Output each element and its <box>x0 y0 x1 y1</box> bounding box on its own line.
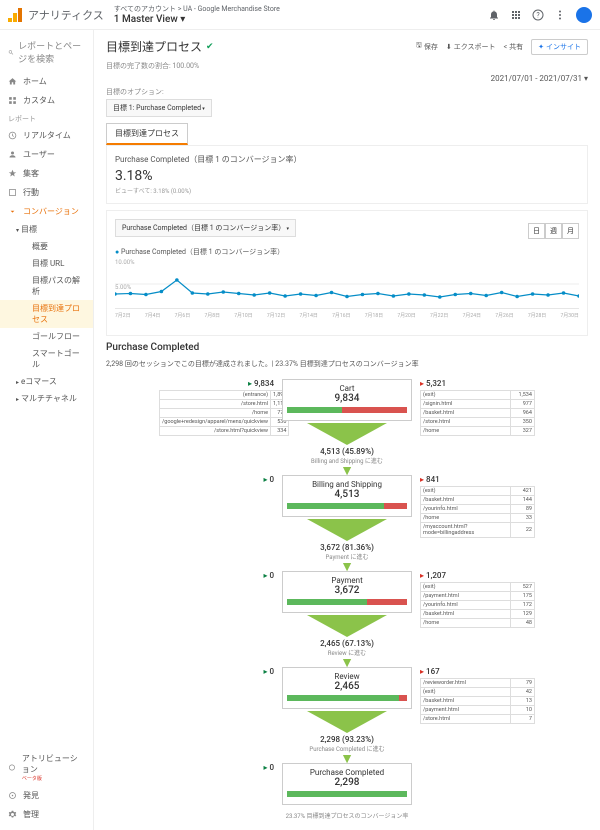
nav-goalflow[interactable]: ゴールフロー <box>0 328 93 345</box>
breadcrumb[interactable]: すべてのアカウント > UA - Google Merchandise Stor… <box>114 4 280 14</box>
completion-meta: 目標の完了数の割合: 100.00% <box>106 61 588 71</box>
view-week[interactable]: 週 <box>545 223 562 239</box>
nav-realtime[interactable]: リアルタイム <box>0 126 93 145</box>
nav-smart[interactable]: スマートゴール <box>0 345 93 373</box>
export-button[interactable]: ⬇ エクスポート <box>446 42 496 52</box>
funnel-cone <box>307 711 387 733</box>
nav-attribution[interactable]: アトリビューションベータ版 <box>0 749 93 786</box>
avatar[interactable] <box>576 7 592 23</box>
step-through: 2,298 (93.23%) <box>320 735 374 744</box>
step-in: 0 <box>159 667 274 676</box>
goal-dropdown[interactable]: 目標 1: Purchase Completed <box>106 99 212 117</box>
svg-text:?: ? <box>536 11 540 19</box>
goal-option-label: 目標のオプション: <box>106 87 588 97</box>
view-selector[interactable]: 1 Master View ▾ <box>114 14 280 25</box>
nav-acquisition[interactable]: 集客 <box>0 164 93 183</box>
step-out: 167 <box>420 667 535 676</box>
nav-discover[interactable]: 発見 <box>0 786 93 805</box>
summary-sub: ビューすべて: 3.18% (0.00%) <box>115 186 579 195</box>
chart-legend: Purchase Completed（目標 1 のコンバージョン率） <box>115 247 579 257</box>
funnel-step: Review 2,465 <box>282 667 412 709</box>
step-in: 9,834 <box>159 379 274 388</box>
funnel-step: Cart 9,834 <box>282 379 412 421</box>
nav-admin[interactable]: 管理 <box>0 805 93 824</box>
step-out: 5,321 <box>420 379 535 388</box>
step-through: 4,513 (45.89%) <box>320 447 374 456</box>
page-title: 目標到達プロセス <box>106 38 202 55</box>
daterange-picker[interactable]: 2021/07/01 - 2021/07/31 ▾ <box>106 74 588 83</box>
bell-icon[interactable] <box>488 9 500 21</box>
view-month[interactable]: 月 <box>562 223 579 239</box>
chart-metric-dropdown[interactable]: Purchase Completed（目標 1 のコンバージョン率） <box>115 219 296 237</box>
ga-logo <box>8 8 22 22</box>
search-input[interactable]: レポートとページを検索 <box>0 36 93 68</box>
step-out: 841 <box>420 475 535 484</box>
arrow-down-icon: ▼ <box>340 563 354 571</box>
view-day[interactable]: 日 <box>528 223 545 239</box>
summary-value: 3.18% <box>115 168 579 184</box>
funnel-step: Payment 3,672 <box>282 571 412 613</box>
step-in: 0 <box>159 475 274 484</box>
nav-ecommerce[interactable]: eコマース <box>0 373 93 390</box>
nav-funnel[interactable]: 目標到達プロセス <box>0 300 93 328</box>
share-button[interactable]: < 共有 <box>504 42 524 52</box>
step-through: 3,672 (81.36%) <box>320 543 374 552</box>
step-in: 0 <box>159 763 274 772</box>
arrow-down-icon: ▼ <box>340 467 354 475</box>
arrow-down-icon: ▼ <box>340 659 354 667</box>
nav-goalpath[interactable]: 目標パスの解析 <box>0 272 93 300</box>
nav-goals[interactable]: 目標 <box>0 221 93 238</box>
nav-custom[interactable]: カスタム <box>0 91 93 110</box>
nav-home[interactable]: ホーム <box>0 72 93 91</box>
insights-button[interactable]: ✦ インサイト <box>531 39 588 55</box>
funnel-title: Purchase Completed <box>106 342 588 353</box>
summary-label: Purchase Completed（目標 1 のコンバージョン率） <box>115 154 579 165</box>
funnel-desc: 2,298 回のセッションでこの目標が達成されました。| 23.37% 目標到達… <box>106 359 588 369</box>
help-icon[interactable]: ? <box>532 9 544 21</box>
nav-goalurl[interactable]: 目標 URL <box>0 255 93 272</box>
funnel-cone <box>307 423 387 445</box>
funnel-cone <box>307 615 387 637</box>
nav-multichannel[interactable]: マルチチャネル <box>0 390 93 407</box>
nav-reports-label: レポート <box>0 110 93 126</box>
brand: アナリティクス <box>28 7 104 23</box>
funnel-step: Billing and Shipping 4,513 <box>282 475 412 517</box>
tab-funnel[interactable]: 目標到達プロセス <box>106 123 188 145</box>
funnel-cone <box>307 519 387 541</box>
step-in: 0 <box>159 571 274 580</box>
nav-overview[interactable]: 概要 <box>0 238 93 255</box>
verified-icon: ✔ <box>206 42 214 52</box>
step-out: 1,207 <box>420 571 535 580</box>
nav-user[interactable]: ユーザー <box>0 145 93 164</box>
nav-behavior[interactable]: 行動 <box>0 183 93 202</box>
line-chart: 10.00% 5.00% 7月2日7月4日7月6日7月8日7月10日7月12日7… <box>115 259 579 309</box>
nav-conversion[interactable]: コンバージョン <box>0 202 93 221</box>
funnel-step: Purchase Completed 2,298 <box>282 763 412 805</box>
step-through: 2,465 (67.13%) <box>320 639 374 648</box>
apps-icon[interactable] <box>510 9 522 21</box>
arrow-down-icon: ▼ <box>340 755 354 763</box>
save-button[interactable]: 🖫 保存 <box>416 41 438 52</box>
more-icon[interactable] <box>554 9 566 21</box>
